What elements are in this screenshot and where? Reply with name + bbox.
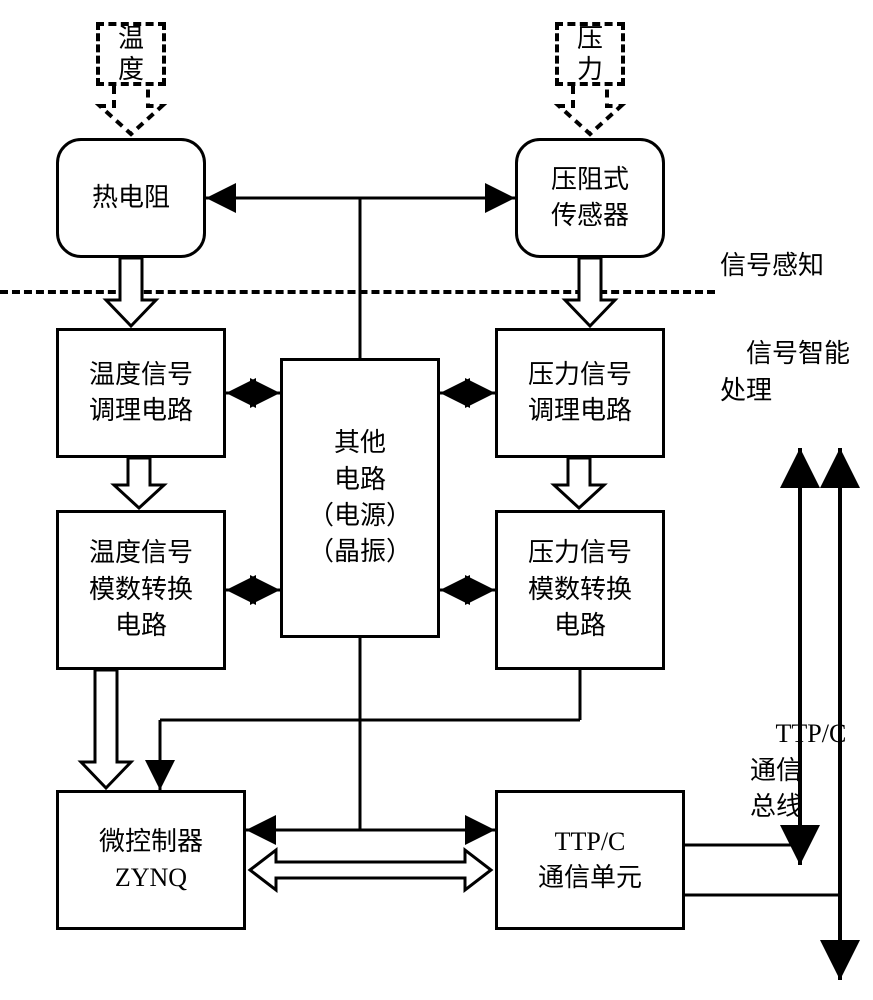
thermal-resistor-label: 热电阻 [92, 180, 170, 216]
pressure-adc-label: 压力信号 模数转换 电路 [528, 535, 632, 644]
temp-adc-label: 温度信号 模数转换 电路 [89, 535, 193, 644]
mcu-label: 微控制器 ZYNQ [99, 824, 203, 897]
piezo-sensor-label: 压阻式 传感器 [551, 162, 629, 235]
pressure-input-arrow: 压 力 [555, 22, 625, 86]
pressure-adc-node: 压力信号 模数转换 电路 [495, 510, 665, 670]
bus-label-text: TTP/C 通信 总线 [750, 719, 846, 821]
ttpc-unit-node: TTP/C 通信单元 [495, 790, 685, 930]
temp-cond-node: 温度信号 调理电路 [56, 328, 226, 458]
pressure-cond-label: 压力信号 调理电路 [528, 357, 632, 430]
ttpc-unit-label: TTP/C 通信单元 [538, 824, 642, 897]
thermal-resistor-node: 热电阻 [56, 138, 206, 258]
temp-cond-label: 温度信号 调理电路 [89, 357, 193, 430]
pressure-cond-node: 压力信号 调理电路 [495, 328, 665, 458]
mcu-node: 微控制器 ZYNQ [56, 790, 246, 930]
sensing-section-label: 信号感知 [720, 248, 824, 284]
sensing-label-text: 信号感知 [720, 251, 824, 280]
other-circuit-label: 其他 电路 （电源） （晶振） [308, 425, 412, 571]
processing-section-label: 信号智能 处理 [720, 300, 850, 446]
pressure-input-label: 压 力 [577, 23, 603, 85]
piezo-sensor-node: 压阻式 传感器 [515, 138, 665, 258]
temp-input-label: 温 度 [118, 23, 144, 85]
temp-input-arrow: 温 度 [96, 22, 166, 86]
processing-label-text: 信号智能 处理 [720, 339, 850, 404]
bus-label: TTP/C 通信 总线 [750, 680, 846, 862]
section-divider [0, 290, 715, 294]
temp-adc-node: 温度信号 模数转换 电路 [56, 510, 226, 670]
other-circuit-node: 其他 电路 （电源） （晶振） [280, 358, 440, 638]
diagram-container: 温 度 压 力 热电阻 压阻式 传感器 信号感知 信号智能 处理 温度信号 调理… [0, 0, 873, 1000]
